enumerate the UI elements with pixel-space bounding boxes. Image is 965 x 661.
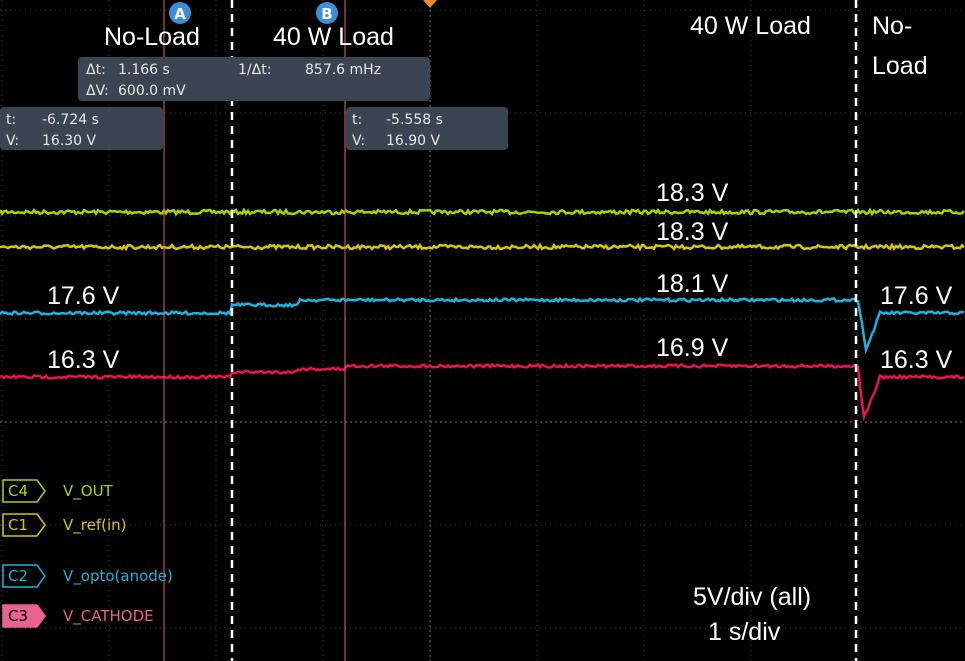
channel-badge-label: C4: [8, 482, 28, 500]
channel-badge: [2, 479, 46, 503]
readout-value: -5.558 s: [386, 112, 443, 128]
readout-value: 16.90 V: [386, 133, 441, 149]
trace-label: 16.3 V: [47, 346, 120, 374]
trace-label: 16.9 V: [656, 334, 729, 362]
trace-label: 17.6 V: [47, 282, 120, 310]
waveform: [0, 207, 965, 217]
channel-badge: [2, 513, 46, 537]
readout-label: t:: [352, 112, 362, 128]
readout-value: 1.166 s: [118, 62, 170, 78]
cursor-a-label: A: [174, 5, 186, 23]
cursor-a-badge[interactable]: [169, 2, 191, 24]
channel-name: V_opto(anode): [63, 567, 173, 586]
readout-label: V:: [6, 133, 19, 149]
delta-readout-box: [78, 57, 430, 101]
trace-label: 18.3 V: [656, 218, 729, 246]
channel-name: V_CATHODE: [63, 607, 154, 626]
channel-legend: C4 V_OUT C1 V_ref(in) C2 V_opto(anode) C3 V_CAT…: [2, 479, 173, 628]
scale-label: 1 s/div: [708, 618, 781, 646]
region-label: 40 W Load: [273, 23, 394, 51]
scale-label: 5V/div (all): [693, 583, 811, 611]
channel-badge-label: C2: [8, 567, 28, 585]
readout-value: -6.724 s: [42, 112, 99, 128]
waveform: [0, 242, 965, 252]
channel-name: V_ref(in): [63, 516, 127, 535]
readout-label: 1/Δt:: [238, 62, 271, 78]
cursor-b-readout-box: [346, 107, 508, 150]
waveform: [0, 362, 965, 422]
readout-label: t:: [6, 112, 16, 128]
traces: [0, 207, 965, 422]
channel-badge: [2, 564, 46, 588]
readout-value: 16.30 V: [42, 133, 97, 149]
cursor-b-badge[interactable]: [316, 2, 338, 24]
channel-name: V_OUT: [63, 482, 114, 501]
cursor-a-readout-box: [0, 107, 163, 150]
region-label: Load: [872, 52, 928, 80]
region-label: No-: [872, 12, 912, 40]
channel-badge-label: C3: [8, 607, 28, 625]
region-label: 40 W Load: [690, 12, 811, 40]
trace-label: 16.3 V: [880, 346, 953, 374]
trace-label: 18.3 V: [656, 179, 729, 207]
trace-label: 18.1 V: [656, 270, 729, 298]
readout-label: V:: [352, 133, 365, 149]
waveform: [0, 296, 964, 355]
cursor-b-label: B: [321, 5, 332, 23]
readout-label: ΔV:: [86, 83, 109, 99]
channel-badge: [2, 604, 46, 628]
region-label: No-Load: [104, 23, 200, 51]
trigger-marker: [423, 0, 437, 8]
readout-value: 857.6 mHz: [305, 62, 381, 78]
channel-badge-label: C1: [8, 516, 28, 534]
readout-label: Δt:: [86, 62, 106, 78]
trace-label: 17.6 V: [880, 282, 953, 310]
readout-value: 600.0 mV: [118, 83, 186, 99]
